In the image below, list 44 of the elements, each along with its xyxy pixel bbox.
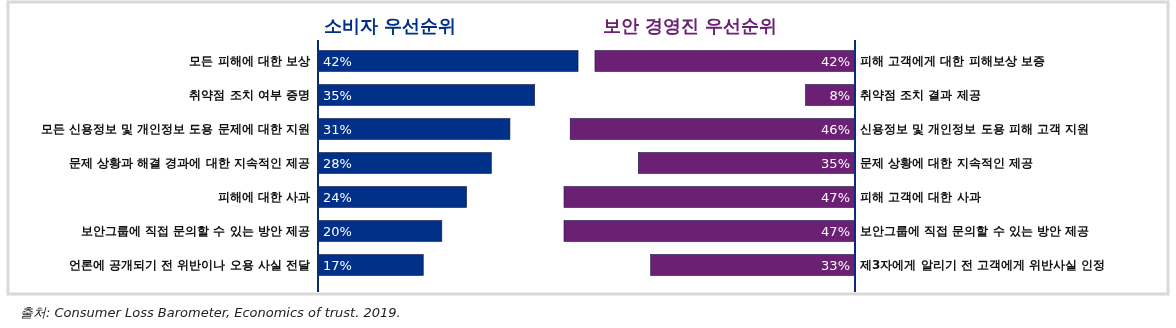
bar: [563, 186, 856, 208]
data-label: 33%: [821, 258, 850, 273]
chart-title: 보안 경영진 우선순위: [602, 15, 778, 36]
source-note: 출처: Consumer Loss Barometer, Economics of trust. 2019.: [20, 305, 401, 320]
data-label: 47%: [821, 190, 850, 205]
y-tick-label: 보안그룹에 직접 문의할 수 있는 방안 제공: [80, 224, 310, 238]
data-label: 35%: [323, 88, 352, 103]
y-tick-label: 문제 상황과 해결 경과에 대한 지속적인 제공: [68, 156, 310, 170]
y-tick-label: 모든 신용정보 및 개인정보 도용 문제에 대한 지원: [40, 122, 310, 136]
data-label: 42%: [821, 54, 850, 69]
data-label: 35%: [821, 156, 850, 171]
bar: [317, 254, 424, 276]
bar: [317, 220, 443, 242]
chart-title: 소비자 우선순위: [323, 15, 457, 36]
bar: [650, 254, 856, 276]
data-label: 8%: [829, 88, 850, 103]
bar: [594, 50, 856, 72]
y-tick-label: 피해 고객에 대한 사과: [860, 190, 981, 204]
data-label: 28%: [323, 156, 352, 171]
data-label: 17%: [323, 258, 352, 273]
bar: [317, 84, 535, 106]
bar: [569, 118, 856, 140]
y-tick-label: 제3자에게 알리기 전 고객에게 위반사실 인정: [859, 258, 1106, 272]
bar: [317, 186, 467, 208]
y-tick-label: 피해 고객에게 대한 피해보상 보증: [860, 54, 1045, 68]
bar: [563, 220, 856, 242]
bar: [317, 50, 579, 72]
data-label: 20%: [323, 224, 352, 239]
data-label: 31%: [323, 122, 352, 137]
bar: [317, 118, 511, 140]
data-label: 24%: [323, 190, 352, 205]
y-tick-label: 문제 상황에 대한 지속적인 제공: [860, 156, 1033, 170]
data-label: 46%: [821, 122, 850, 137]
y-tick-label: 신용정보 및 개인정보 도용 피해 고객 지원: [860, 122, 1090, 136]
y-tick-label: 언론에 공개되기 전 위반이나 오용 사실 전달: [68, 258, 310, 272]
y-tick-label: 모든 피해에 대한 보상: [189, 54, 310, 68]
data-label: 42%: [323, 54, 352, 69]
y-tick-label: 보안그룹에 직접 문의할 수 있는 방안 제공: [860, 224, 1090, 238]
y-tick-label: 취약점 조치 여부 증명: [189, 88, 310, 102]
bar: [317, 152, 492, 174]
data-label: 47%: [821, 224, 850, 239]
bar: [638, 152, 856, 174]
y-tick-label: 취약점 조치 결과 제공: [860, 88, 981, 102]
y-tick-label: 피해에 대한 사과: [217, 190, 310, 204]
